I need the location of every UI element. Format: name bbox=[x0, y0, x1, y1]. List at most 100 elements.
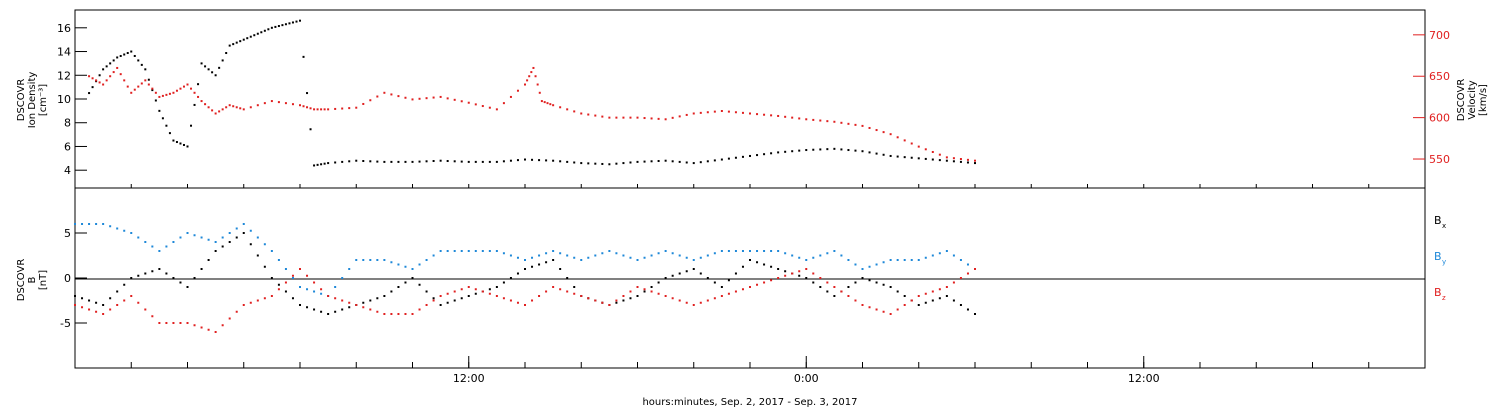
density-point bbox=[179, 142, 182, 145]
velocity-point bbox=[91, 77, 94, 80]
bx-point bbox=[102, 304, 105, 306]
bz-point bbox=[88, 308, 91, 311]
bz-point bbox=[805, 268, 808, 270]
density-point bbox=[277, 25, 280, 28]
legend-label: B bbox=[1434, 214, 1442, 227]
top-left-ytick-label: 16 bbox=[57, 22, 71, 35]
bz-point bbox=[784, 274, 787, 277]
density-point bbox=[615, 162, 618, 165]
bz-point bbox=[615, 299, 618, 302]
velocity-point bbox=[903, 139, 906, 142]
bz-point bbox=[411, 313, 414, 315]
density-point bbox=[573, 161, 576, 164]
bz-point bbox=[242, 304, 245, 306]
density-point bbox=[418, 160, 421, 163]
bx-point bbox=[861, 277, 864, 279]
bz-point bbox=[186, 322, 189, 324]
bx-point bbox=[95, 301, 98, 304]
density-point bbox=[158, 109, 161, 112]
density-point bbox=[819, 148, 822, 151]
bz-point bbox=[685, 301, 688, 304]
bz-point bbox=[636, 286, 639, 288]
velocity-point bbox=[868, 126, 871, 129]
bz-point bbox=[481, 290, 484, 293]
bx-point bbox=[320, 310, 323, 313]
by-point bbox=[608, 250, 611, 252]
velocity-point bbox=[161, 94, 164, 97]
velocity-point bbox=[95, 79, 98, 82]
by-point bbox=[390, 261, 393, 264]
velocity-point bbox=[594, 114, 597, 117]
bz-point bbox=[460, 288, 463, 291]
velocity-point bbox=[945, 156, 948, 159]
by-point bbox=[720, 250, 723, 252]
bz-point bbox=[713, 297, 716, 300]
bx-point bbox=[819, 286, 822, 288]
velocity-point bbox=[334, 107, 337, 110]
velocity-point bbox=[453, 98, 456, 101]
top-right-ylabel-line3: [km/s] bbox=[1478, 84, 1489, 116]
bx-point bbox=[636, 295, 639, 297]
by-point bbox=[439, 250, 442, 252]
density-point bbox=[938, 159, 941, 162]
bz-point bbox=[777, 277, 780, 279]
bz-point bbox=[221, 324, 224, 327]
bx-point bbox=[770, 265, 773, 268]
by-point bbox=[531, 256, 534, 259]
velocity-point bbox=[601, 115, 604, 118]
bx-point bbox=[931, 299, 934, 302]
density-point bbox=[309, 128, 312, 131]
density-point bbox=[140, 63, 143, 66]
velocity-point bbox=[636, 116, 639, 119]
density-point bbox=[235, 41, 238, 44]
density-point bbox=[446, 160, 449, 163]
velocity-point bbox=[777, 114, 780, 117]
by-point bbox=[214, 241, 217, 243]
bx-point bbox=[130, 277, 133, 279]
velocity-point bbox=[355, 106, 358, 109]
bx-point bbox=[270, 277, 273, 279]
velocity-point bbox=[741, 111, 744, 114]
density-point bbox=[302, 55, 305, 58]
velocity-point bbox=[432, 96, 435, 99]
bz-point bbox=[720, 295, 723, 297]
density-point bbox=[334, 161, 337, 164]
by-point bbox=[130, 232, 133, 234]
velocity-point bbox=[938, 153, 941, 156]
bz-point bbox=[924, 292, 927, 295]
bx-point bbox=[671, 274, 674, 277]
density-point bbox=[868, 151, 871, 154]
by-point bbox=[123, 229, 126, 232]
density-point bbox=[502, 160, 505, 163]
by-point bbox=[734, 250, 737, 252]
velocity-point bbox=[931, 150, 934, 153]
bx-point bbox=[411, 277, 414, 279]
bx-point bbox=[263, 265, 266, 268]
by-point bbox=[952, 254, 955, 257]
bz-point bbox=[116, 304, 119, 306]
density-point bbox=[854, 149, 857, 152]
by-point bbox=[116, 227, 119, 230]
velocity-point bbox=[130, 91, 133, 94]
density-point bbox=[545, 159, 548, 162]
density-point bbox=[509, 159, 512, 162]
bz-point bbox=[657, 292, 660, 295]
bz-point bbox=[945, 286, 948, 288]
bx-point bbox=[341, 308, 344, 311]
bx-point bbox=[854, 281, 857, 284]
density-point bbox=[636, 160, 639, 163]
density-point bbox=[861, 150, 864, 153]
bz-point bbox=[348, 301, 351, 304]
bx-point bbox=[741, 265, 744, 268]
density-point bbox=[404, 160, 407, 163]
density-point bbox=[671, 160, 674, 163]
velocity-point bbox=[327, 108, 330, 111]
density-point bbox=[256, 32, 259, 35]
bz-point bbox=[404, 313, 407, 315]
velocity-point bbox=[896, 136, 899, 139]
legend-subscript: y bbox=[1442, 258, 1446, 266]
by-point bbox=[741, 250, 744, 252]
velocity-point bbox=[126, 85, 129, 88]
bz-point bbox=[524, 304, 526, 306]
